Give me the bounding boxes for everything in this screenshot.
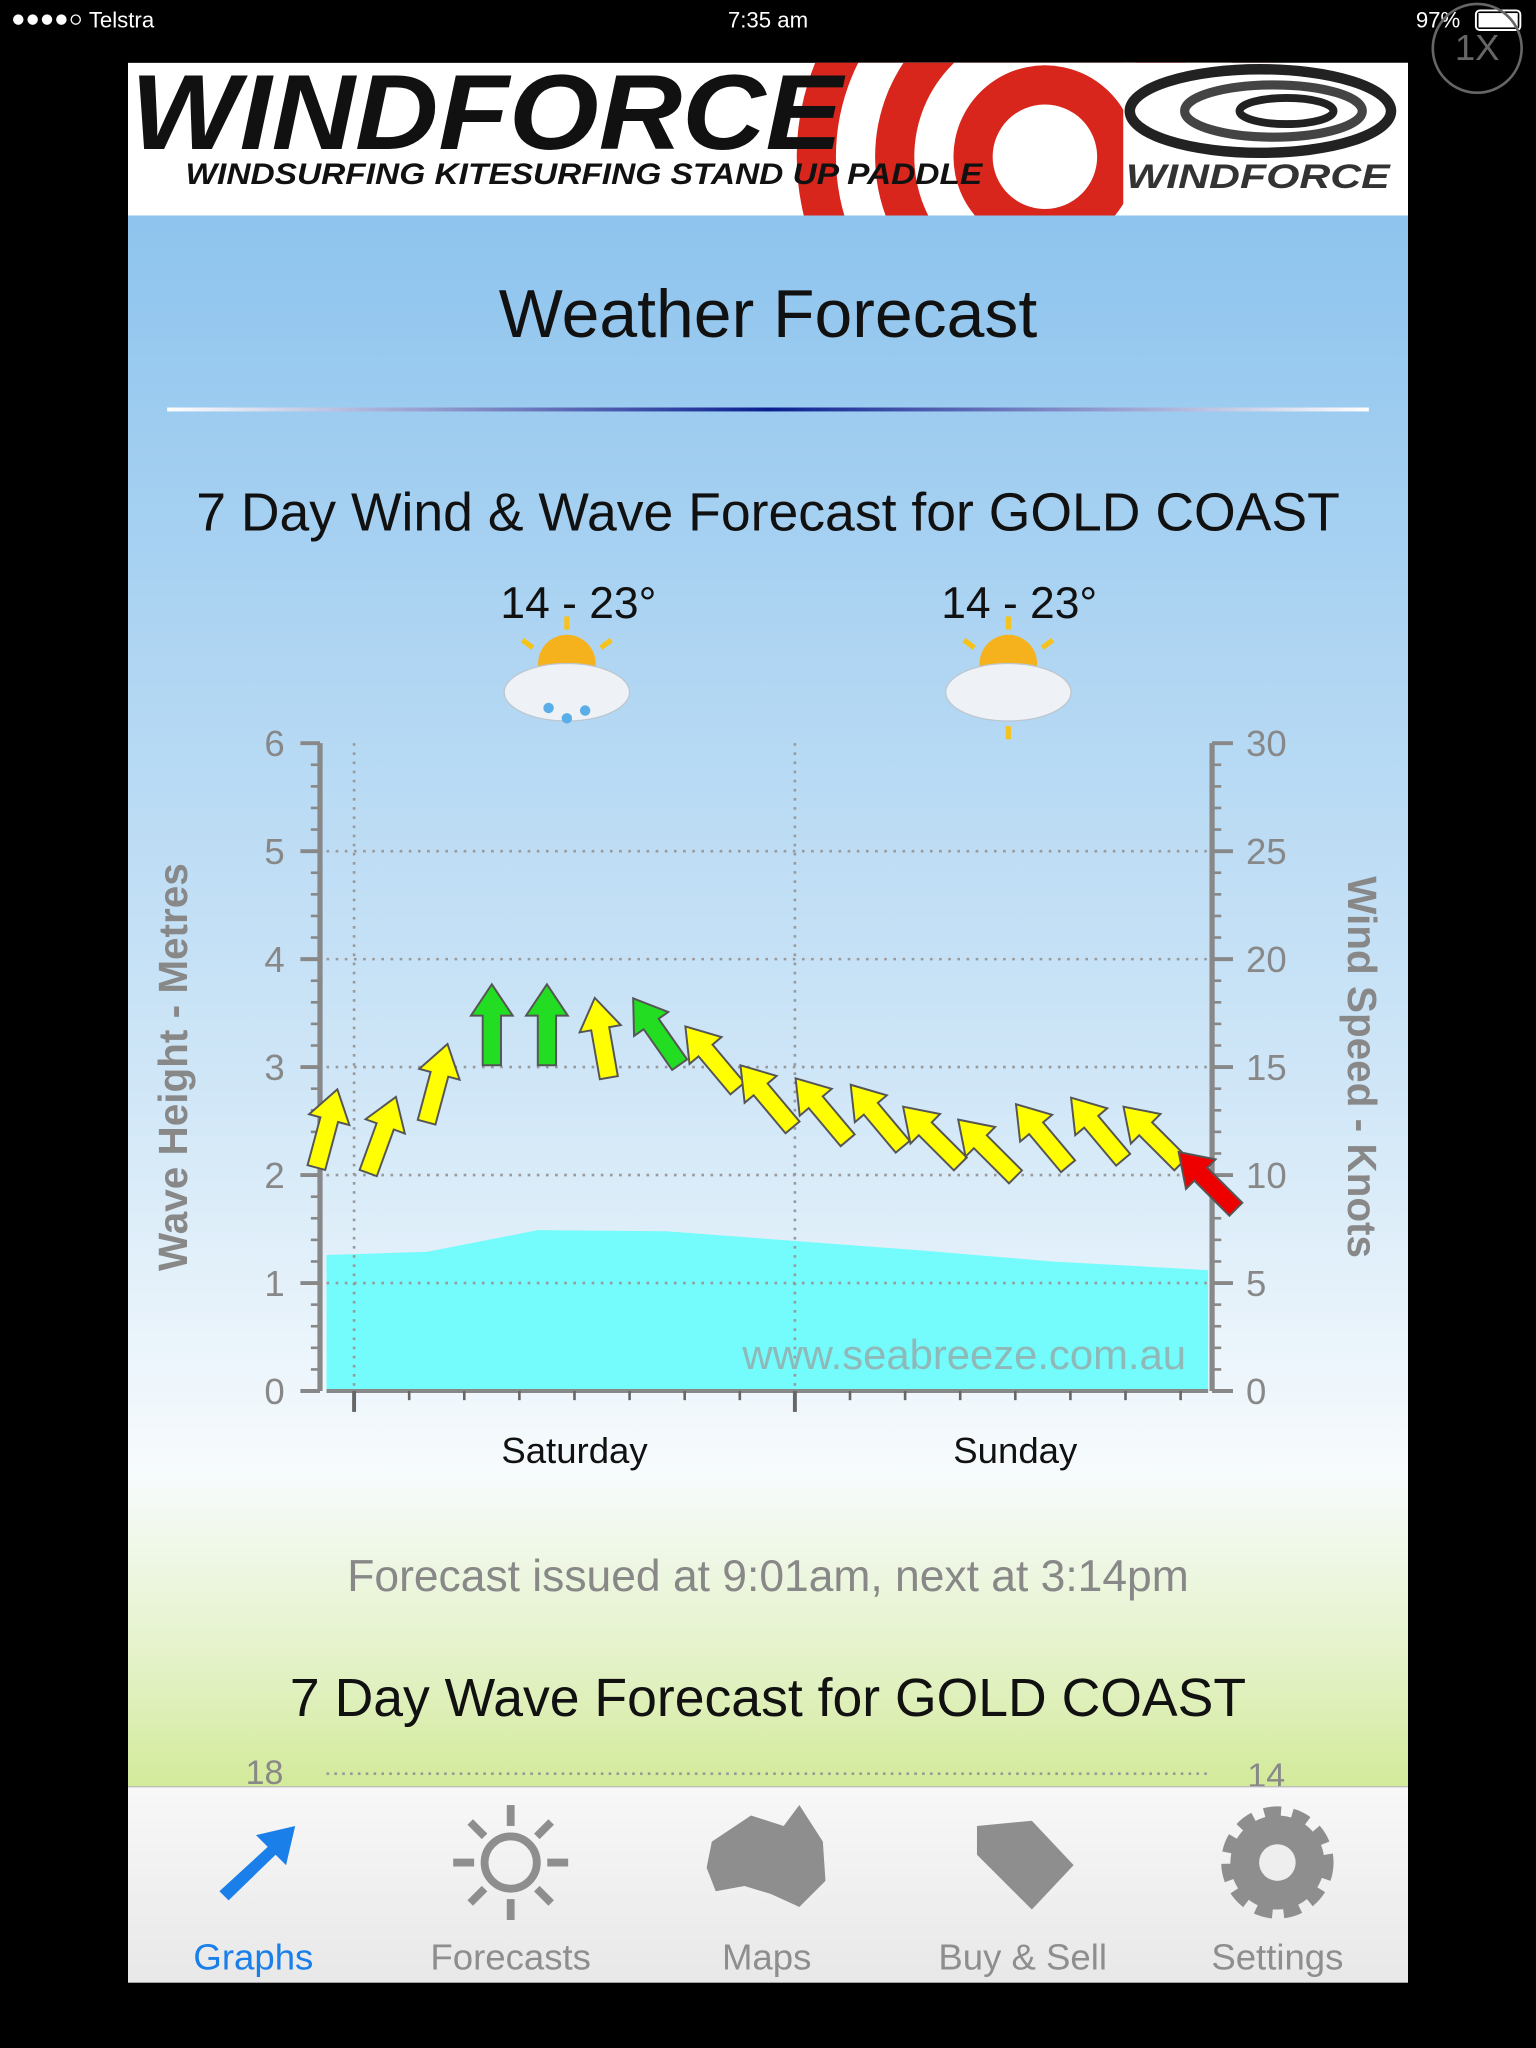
y-tick-label: 6 [264, 723, 284, 764]
wave-area [326, 1230, 1209, 1392]
y-tick-label: 5 [264, 831, 284, 872]
wind-arrow [1069, 1096, 1132, 1167]
forecasts-icon[interactable] [453, 1805, 569, 1920]
content-background [128, 215, 1408, 1787]
forecast-note: Forecast issued at 9:01am, next at 3:14p… [347, 1552, 1188, 1601]
weather-icon-rain [503, 616, 631, 724]
brand: WINDFORCE [131, 52, 847, 172]
wind-arrow [524, 982, 570, 1067]
wind-arrow [956, 1118, 1024, 1185]
zoom-label[interactable]: 1X [1455, 27, 1500, 68]
weather-icon-cloudy [944, 616, 1072, 740]
wind-arrow [901, 1105, 969, 1172]
watermark: www.seabreeze.com.au [741, 1331, 1186, 1378]
wind-arrow [469, 982, 515, 1067]
wind-arrow [849, 1083, 912, 1155]
tagline: WINDSURFING KITESURFING STAND UP PADDLE [185, 158, 983, 191]
wind-arrow [578, 996, 623, 1081]
graphs-icon[interactable] [219, 1825, 296, 1901]
y-tick-label: 0 [264, 1371, 284, 1412]
y2-tick-label: 25 [1246, 831, 1287, 872]
wind-arrow [1014, 1102, 1077, 1174]
y-tick-label: 2 [264, 1155, 284, 1196]
x-tick-label: Sunday [953, 1430, 1078, 1471]
page-title: Weather Forecast [499, 277, 1038, 352]
temperature: 14 - 23° [500, 579, 656, 628]
wind-arrow [358, 1095, 407, 1178]
zoom-button[interactable] [1431, 2, 1523, 95]
temperature: 14 - 23° [941, 579, 1097, 628]
wind-arrow [684, 1025, 746, 1096]
tab-label[interactable]: Graphs [193, 1937, 313, 1978]
wind-arrow [1177, 1150, 1244, 1218]
logo-text: WINDFORCE [1126, 158, 1392, 196]
tab-bar: Graphs Forecasts Maps Buy & Sell Settings [127, 1786, 1408, 1983]
wind-wave-chart: Saturday 14 - 23° Sunday 14 - 23° 0 1 2 3 4 5 6 0 5 1… [150, 579, 1385, 1471]
wind-arrow [739, 1063, 801, 1135]
wind-arrow [632, 996, 689, 1072]
settings-icon[interactable] [1221, 1806, 1334, 1919]
y2-tick-label: 15 [1246, 1047, 1287, 1088]
title-rule [167, 407, 1369, 412]
tab-label[interactable]: Maps [722, 1937, 811, 1978]
tab-label[interactable]: Forecasts [430, 1937, 591, 1978]
wind-arrow [306, 1087, 351, 1172]
y2-tick-label: 30 [1246, 723, 1287, 764]
next-chart-title: 7 Day Wave Forecast for GOLD COAST [290, 1669, 1246, 1728]
tab-label[interactable]: Buy & Sell [938, 1937, 1107, 1978]
y-axis-label: Wave Height - Metres [150, 863, 196, 1271]
clock: 7:35 am [728, 7, 808, 32]
y2-tick-label: 10 [1246, 1155, 1287, 1196]
carrier: Telstra [89, 7, 155, 32]
y2-tick-label: 5 [1246, 1263, 1266, 1304]
y2-axis-label: Wind Speed - Knots [1339, 876, 1385, 1258]
tab-label[interactable]: Settings [1211, 1937, 1343, 1978]
next-chart-left-tick: 18 [246, 1754, 284, 1792]
maps-icon[interactable] [706, 1805, 826, 1907]
status-bar: Telstra 7:35 am 97% [13, 7, 1522, 32]
y2-tick-label: 0 [1246, 1371, 1266, 1412]
chart-title: 7 Day Wind & Wave Forecast for GOLD COAS… [196, 483, 1340, 542]
y-tick-label: 3 [264, 1047, 284, 1088]
wind-arrow [794, 1076, 857, 1148]
buy-sell-icon[interactable] [976, 1820, 1074, 1910]
banner: WINDFORCE WINDSURFING KITESURFING STAND … [128, 52, 1408, 216]
wind-arrow [416, 1042, 462, 1126]
y2-tick-label: 20 [1246, 939, 1287, 980]
y-tick-label: 1 [264, 1263, 284, 1304]
x-tick-label: Saturday [501, 1430, 648, 1471]
y-tick-label: 4 [264, 939, 284, 980]
